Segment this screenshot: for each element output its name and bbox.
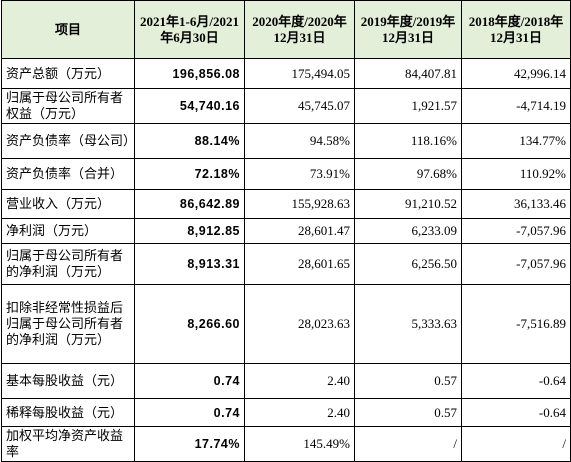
row-label: 扣除非经常性损益后归属于母公司所有者的净利润（万元） bbox=[1, 284, 135, 364]
cell-value: 2.40 bbox=[244, 398, 355, 427]
cell-value: 8,266.60 bbox=[134, 284, 245, 364]
table-row: 资产负债率（母公司） 88.14% 94.58% 118.16% 134.77% bbox=[1, 123, 571, 159]
table-row: 基本每股收益（元） 0.74 2.40 0.57 -0.64 bbox=[1, 363, 571, 399]
cell-value: -7,057.96 bbox=[461, 218, 571, 244]
cell-value: -7,516.89 bbox=[461, 284, 571, 364]
cell-value: 0.74 bbox=[134, 398, 245, 427]
row-label: 归属于母公司所有者权益（万元） bbox=[1, 88, 135, 124]
cell-value: 54,740.16 bbox=[134, 88, 245, 124]
cell-value: 42,996.14 bbox=[461, 58, 571, 89]
cell-value: -0.64 bbox=[461, 398, 571, 427]
cell-value: 84,407.81 bbox=[354, 58, 462, 89]
cell-value: 86,642.89 bbox=[134, 189, 245, 219]
cell-value: 145.49% bbox=[244, 426, 355, 462]
cell-value: 175,494.05 bbox=[244, 58, 355, 89]
cell-value: 134.77% bbox=[461, 123, 571, 159]
cell-value: -7,057.96 bbox=[461, 243, 571, 285]
table-body: 资产总额（万元） 196,856.08 175,494.05 84,407.81 42,… bbox=[1, 58, 571, 462]
header-row: 项目 2021年1-6月/2021年6月30日 2020年度/2020年12月31日… bbox=[1, 0, 571, 59]
cell-value: 28,601.47 bbox=[244, 218, 355, 244]
row-label: 加权平均净资产收益率 bbox=[1, 426, 135, 462]
cell-value: 97.68% bbox=[354, 158, 462, 190]
cell-value: 0.57 bbox=[354, 363, 462, 399]
header-cell: 2019年度/2019年12月31日 bbox=[354, 0, 462, 59]
cell-value: / bbox=[461, 426, 571, 462]
cell-value: 28,601.65 bbox=[244, 243, 355, 285]
row-label: 资产负债率（母公司） bbox=[1, 123, 135, 159]
table-row: 加权平均净资产收益率 17.74% 145.49% / / bbox=[1, 426, 571, 462]
cell-value: 72.18% bbox=[134, 158, 245, 190]
cell-value: 8,912.85 bbox=[134, 218, 245, 244]
header-cell: 项目 bbox=[1, 0, 135, 59]
row-label: 营业收入（万元） bbox=[1, 189, 135, 219]
cell-value: 110.92% bbox=[461, 158, 571, 190]
header-cell: 2021年1-6月/2021年6月30日 bbox=[134, 0, 245, 59]
row-label: 稀释每股收益（元） bbox=[1, 398, 135, 427]
cell-value: 36,133.46 bbox=[461, 189, 571, 219]
cell-value: / bbox=[354, 426, 462, 462]
table-row: 资产负债率（合并） 72.18% 73.91% 97.68% 110.92% bbox=[1, 158, 571, 190]
cell-value: 73.91% bbox=[244, 158, 355, 190]
cell-value: -4,714.19 bbox=[461, 88, 571, 124]
cell-value: 0.57 bbox=[354, 398, 462, 427]
cell-value: 8,913.31 bbox=[134, 243, 245, 285]
cell-value: 2.40 bbox=[244, 363, 355, 399]
table-row: 净利润（万元） 8,912.85 28,601.47 6,233.09 -7,057.9… bbox=[1, 218, 571, 244]
cell-value: 5,333.63 bbox=[354, 284, 462, 364]
cell-value: 17.74% bbox=[134, 426, 245, 462]
row-label: 资产总额（万元） bbox=[1, 58, 135, 89]
cell-value: 1,921.57 bbox=[354, 88, 462, 124]
table-row: 扣除非经常性损益后归属于母公司所有者的净利润（万元） 8,266.60 28,023… bbox=[1, 284, 571, 364]
cell-value: 45,745.07 bbox=[244, 88, 355, 124]
header-cell: 2018年度/2018年12月31日 bbox=[461, 0, 571, 59]
header-cell: 2020年度/2020年12月31日 bbox=[244, 0, 355, 59]
cell-value: 94.58% bbox=[244, 123, 355, 159]
row-label: 净利润（万元） bbox=[1, 218, 135, 244]
cell-value: 88.14% bbox=[134, 123, 245, 159]
cell-value: 28,023.63 bbox=[244, 284, 355, 364]
cell-value: 196,856.08 bbox=[134, 58, 245, 89]
table-row: 资产总额（万元） 196,856.08 175,494.05 84,407.81 42,… bbox=[1, 58, 571, 89]
row-label: 基本每股收益（元） bbox=[1, 363, 135, 399]
cell-value: 118.16% bbox=[354, 123, 462, 159]
cell-value: 6,256.50 bbox=[354, 243, 462, 285]
cell-value: 155,928.63 bbox=[244, 189, 355, 219]
row-label: 资产负债率（合并） bbox=[1, 158, 135, 190]
table-row: 稀释每股收益（元） 0.74 2.40 0.57 -0.64 bbox=[1, 398, 571, 427]
row-label: 归属于母公司所有者的净利润（万元） bbox=[1, 243, 135, 285]
cell-value: 0.74 bbox=[134, 363, 245, 399]
table-row: 归属于母公司所有者的净利润（万元） 8,913.31 28,601.65 6,256.… bbox=[1, 243, 571, 285]
cell-value: 91,210.52 bbox=[354, 189, 462, 219]
cell-value: 6,233.09 bbox=[354, 218, 462, 244]
table-row: 归属于母公司所有者权益（万元） 54,740.16 45,745.07 1,921.5… bbox=[1, 88, 571, 124]
cell-value: -0.64 bbox=[461, 363, 571, 399]
table-row: 营业收入（万元） 86,642.89 155,928.63 91,210.52 36,1… bbox=[1, 189, 571, 219]
